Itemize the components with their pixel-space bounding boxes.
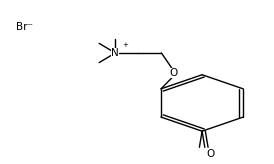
Text: N: N bbox=[112, 48, 119, 58]
Text: +: + bbox=[122, 42, 128, 49]
Text: Br⁻: Br⁻ bbox=[16, 22, 33, 32]
Text: O: O bbox=[170, 68, 178, 78]
Text: O: O bbox=[206, 149, 215, 159]
